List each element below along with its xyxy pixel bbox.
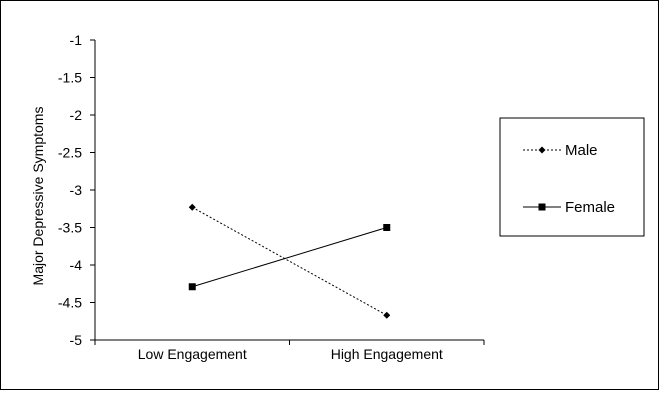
y-tick-label: -3 [70,182,83,198]
male-series-line [192,206,387,316]
male-data-point [188,203,196,211]
legend-items: Male Female [523,142,615,216]
x-axis-ticks: Low Engagement High Engagement [94,340,485,362]
y-tick-label: -5 [70,332,83,348]
female-legend-label: Female [565,199,615,216]
y-tick-label: -2.5 [58,145,82,161]
y-axis-label: Major Depressive Symptoms [30,107,46,286]
female-data-point [383,224,391,231]
series-layer [188,203,391,319]
y-tick-label: -4 [70,257,83,273]
male-legend-label: Male [565,142,598,159]
y-tick-label: -3.5 [58,220,82,236]
y-tick-label: -1.5 [58,70,82,86]
x-tick-label: Low Engagement [138,346,247,362]
legend: Male Female [499,117,645,237]
legend-box [499,117,645,237]
female-legend-marker [538,203,546,211]
female-data-point [188,283,196,291]
y-tick-label: -2 [70,107,83,123]
female-series-line [192,227,387,288]
male-legend-marker [538,146,546,154]
male-data-point [383,311,391,319]
x-tick-label: High Engagement [331,346,443,362]
y-axis-ticks: -1 -1.5 -2 -2.5 -3 -3.5 -4 -4.5 -5 [58,32,95,348]
y-tick-label: -4.5 [58,295,82,311]
y-tick-label: -1 [70,32,83,48]
